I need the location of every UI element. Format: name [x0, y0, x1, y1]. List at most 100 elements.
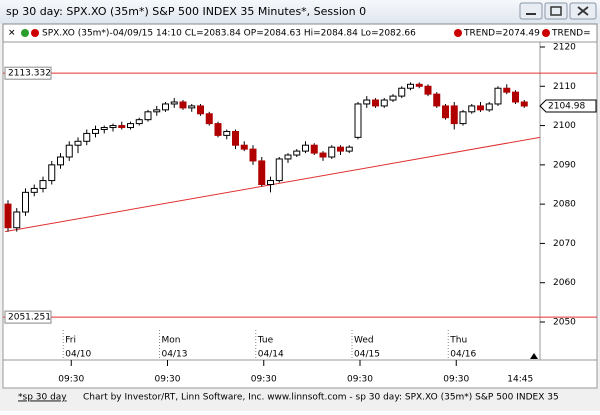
- y-tick-label: 2090: [553, 160, 576, 170]
- time-label: 09:30: [58, 375, 84, 385]
- candle-body: [240, 144, 248, 150]
- time-axis-area: [2, 359, 598, 389]
- candle-body: [407, 83, 414, 89]
- day-date: 04/15: [354, 350, 380, 360]
- candle-body: [337, 146, 344, 152]
- candle-body: [92, 128, 99, 134]
- candle-body: [415, 83, 423, 87]
- scroll-marker: [530, 353, 538, 359]
- day-name: Fri: [65, 336, 76, 346]
- candle-body: [267, 180, 274, 185]
- legend-trend: TREND=: [551, 29, 591, 39]
- candle-body: [380, 99, 388, 107]
- y-tick-label: 2070: [553, 239, 576, 249]
- day-date: 04/16: [450, 350, 476, 360]
- candle-body: [512, 91, 519, 103]
- day-name: Wed: [354, 336, 374, 346]
- candle-body: [389, 95, 397, 101]
- candle-body: [363, 99, 371, 105]
- candle-body: [170, 101, 178, 105]
- candle-body: [328, 146, 336, 158]
- day-name: Tue: [257, 336, 274, 346]
- candle-body: [65, 144, 73, 158]
- candle-body: [30, 187, 38, 193]
- candle-body: [127, 123, 134, 129]
- candle-body: [293, 150, 301, 156]
- candle-body: [232, 130, 239, 146]
- candle-body: [477, 105, 484, 111]
- candle-body: [319, 152, 327, 158]
- candle-body: [345, 146, 353, 152]
- candle-body: [459, 111, 467, 125]
- candle-body: [153, 109, 161, 113]
- legend-dot: [542, 29, 550, 37]
- level-label: 2113.332: [8, 69, 51, 79]
- candle-body: [74, 140, 82, 146]
- y-tick-label: 2110: [553, 82, 576, 92]
- candle-body: [144, 111, 152, 121]
- candle-body: [22, 191, 29, 213]
- candle-body: [494, 87, 502, 105]
- candle-body: [354, 103, 362, 138]
- candle-body: [485, 103, 493, 111]
- candle-body: [442, 105, 449, 119]
- candle-body: [13, 211, 21, 229]
- candle-body: [372, 99, 379, 107]
- candle-body: [118, 125, 126, 129]
- legend-close-icon[interactable]: ✕: [8, 29, 16, 39]
- candle-body: [100, 127, 108, 130]
- candle-body: [179, 101, 187, 109]
- footer-tab[interactable]: *sp 30 day: [18, 393, 67, 403]
- y-tick-label: 2100: [553, 121, 576, 131]
- y-tick-label: 2060: [553, 278, 576, 288]
- day-date: 04/14: [258, 350, 284, 360]
- day-name: Thu: [449, 336, 467, 346]
- candle-body: [275, 158, 283, 182]
- candle-body: [249, 148, 257, 162]
- candle-body: [223, 130, 231, 136]
- candle-body: [258, 160, 266, 185]
- candle-body: [135, 119, 143, 125]
- time-label: 09:30: [251, 375, 277, 385]
- candle-body: [4, 203, 12, 229]
- candle-body: [310, 144, 318, 154]
- candle-body: [188, 105, 196, 109]
- time-label: 09:30: [347, 375, 373, 385]
- candle-body: [450, 105, 458, 125]
- candle-body: [57, 156, 64, 166]
- last-price-marker: [539, 99, 597, 113]
- plot-area: [2, 41, 541, 361]
- day-name: Mon: [162, 336, 181, 346]
- window-controls[interactable]: [519, 2, 597, 20]
- legend-dot: [31, 29, 39, 37]
- minimize-button[interactable]: [519, 2, 543, 20]
- candle-body: [468, 105, 476, 113]
- candle-body: [284, 154, 292, 160]
- candle-body: [39, 180, 47, 189]
- level-label: 2051.251: [8, 313, 51, 323]
- candle-body: [503, 87, 511, 93]
- time-label: 09:30: [443, 375, 469, 385]
- candle-body: [197, 105, 204, 115]
- window-title: sp 30 day: SPX.XO (35m*) S&P 500 INDEX 3…: [6, 5, 366, 18]
- legend-trend: TREND=2074.49: [463, 29, 540, 39]
- candle-body: [424, 85, 432, 95]
- candle-body: [214, 123, 222, 136]
- level-label-box: [4, 66, 52, 80]
- y-axis-area: [539, 41, 598, 361]
- legend-info: SPX.XO (35m*)-04/09/15 14:10 CL=2083.84 …: [42, 29, 416, 39]
- level-label-box: [4, 310, 52, 324]
- time-label: 14:45: [507, 375, 533, 385]
- candle-body: [205, 113, 213, 125]
- footer-credit: Chart by Investor/RT, Linn Software, Inc…: [83, 393, 559, 403]
- y-tick-label: 2080: [553, 200, 576, 210]
- candle-body: [302, 144, 309, 152]
- candle-body: [433, 93, 441, 107]
- maximize-button[interactable]: [544, 2, 568, 20]
- day-date: 04/10: [65, 350, 91, 360]
- y-tick-label: 2050: [553, 318, 576, 328]
- legend-dot: [21, 29, 29, 37]
- title-bar: [0, 0, 600, 24]
- day-date: 04/13: [162, 350, 188, 360]
